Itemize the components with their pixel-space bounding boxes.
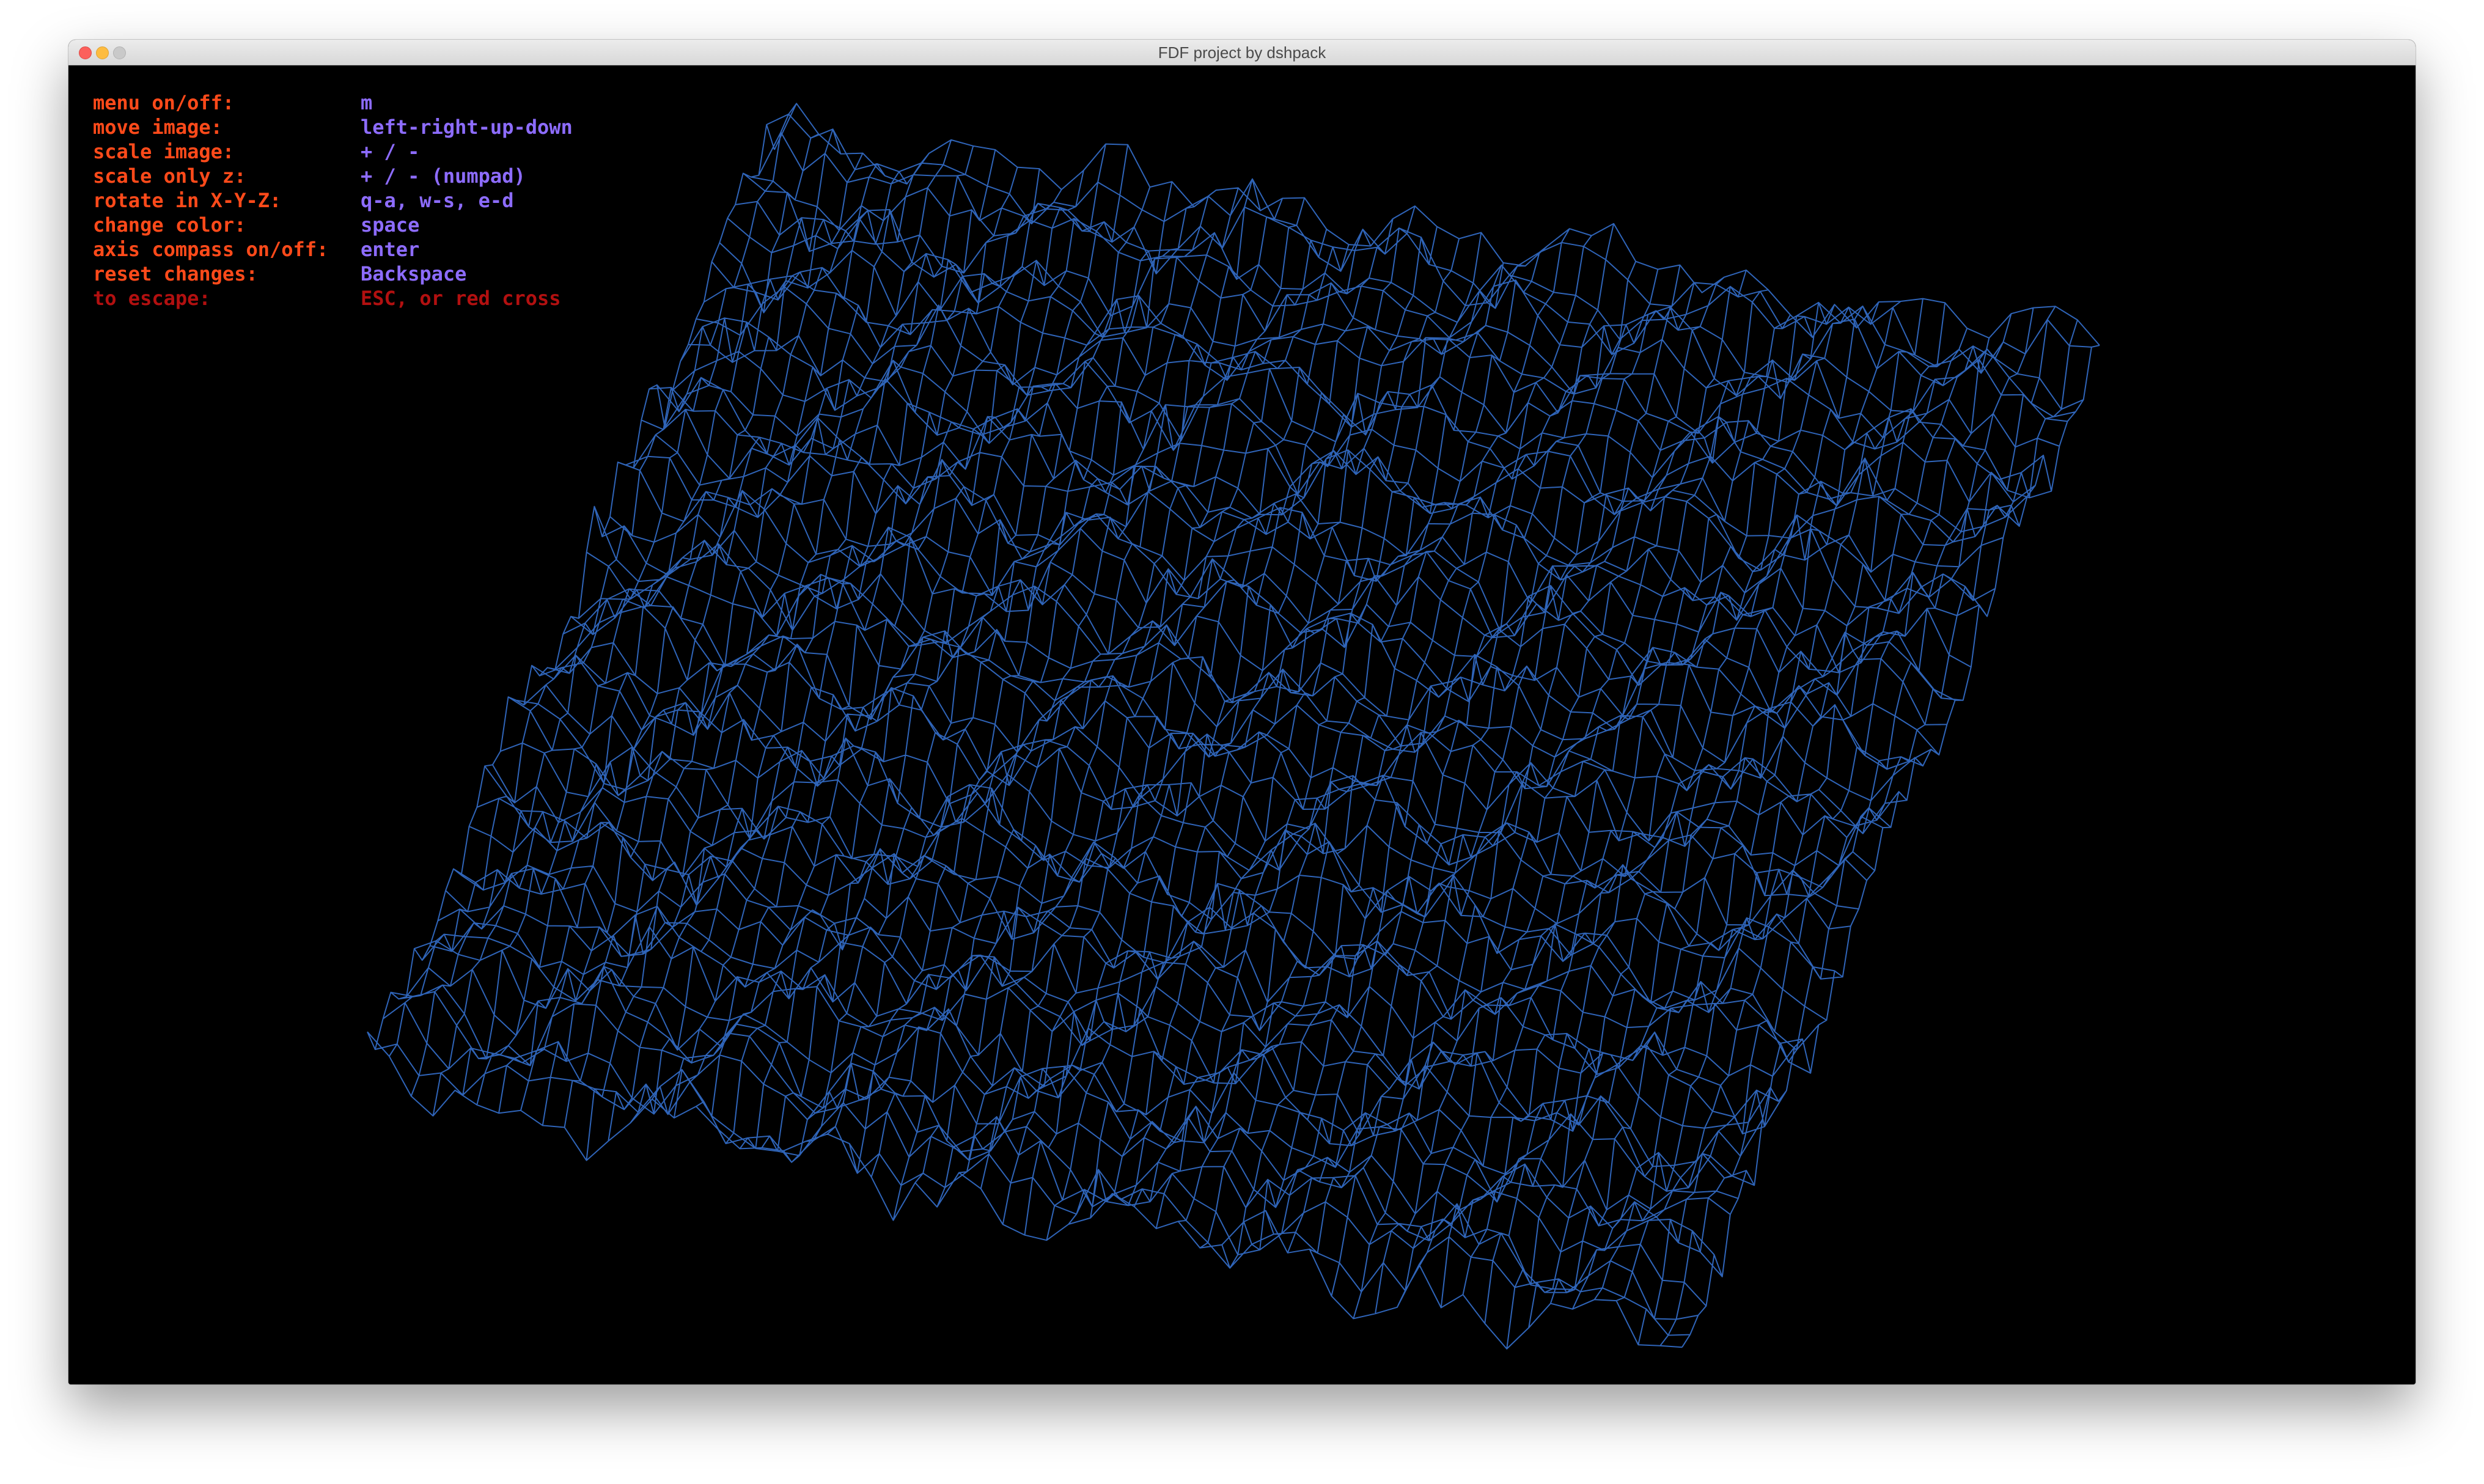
menu-label: move image:	[93, 116, 222, 139]
minimize-button-icon[interactable]	[96, 46, 109, 59]
menu-row-scale: scale image: + / -	[93, 140, 419, 164]
menu-row-reset: reset changes: Backspace	[93, 262, 466, 287]
menu-label: reset changes:	[93, 262, 258, 285]
menu-label: scale only z:	[93, 164, 246, 188]
menu-key: m	[361, 91, 373, 114]
menu-key: q-a, w-s, e-d	[361, 189, 514, 212]
wireframe-map	[367, 103, 2100, 1350]
menu-label: rotate in X-Y-Z:	[93, 189, 282, 212]
menu-key: Backspace	[361, 262, 467, 285]
menu-label: scale image:	[93, 140, 235, 163]
menu-row-escape: to escape: ESC, or red cross	[93, 287, 561, 311]
menu-label: menu on/off:	[93, 91, 235, 114]
menu-row-move: move image: left-right-up-down	[93, 116, 573, 140]
menu-label: axis compass on/off:	[93, 238, 329, 261]
menu-key: ESC, or red cross	[361, 287, 561, 310]
zoom-button-icon[interactable]	[113, 46, 126, 59]
menu-row-menu: menu on/off: m	[93, 91, 372, 116]
menu-label: to escape:	[93, 287, 211, 310]
menu-label: change color:	[93, 213, 246, 237]
title-bar: FDF project by dshpack	[68, 40, 2416, 65]
menu-row-rotate: rotate in X-Y-Z: q-a, w-s, e-d	[93, 189, 513, 213]
render-canvas: menu on/off: m move image: left-right-up…	[68, 65, 2416, 1384]
window-title: FDF project by dshpack	[1158, 43, 1326, 62]
menu-key: left-right-up-down	[361, 116, 573, 139]
menu-key: enter	[361, 238, 420, 261]
menu-row-scale-z: scale only z: + / - (numpad)	[93, 164, 526, 189]
app-window: FDF project by dshpack menu on/off: m mo…	[68, 40, 2416, 1384]
controls-menu: menu on/off: m move image: left-right-up…	[93, 91, 573, 311]
close-button-icon[interactable]	[79, 46, 92, 59]
menu-row-color: change color: space	[93, 213, 419, 238]
menu-key: + / -	[361, 140, 420, 163]
menu-key: + / - (numpad)	[361, 164, 526, 188]
menu-row-compass: axis compass on/off: enter	[93, 238, 419, 262]
menu-key: space	[361, 213, 420, 237]
wireframe-mesh	[367, 103, 2100, 1350]
